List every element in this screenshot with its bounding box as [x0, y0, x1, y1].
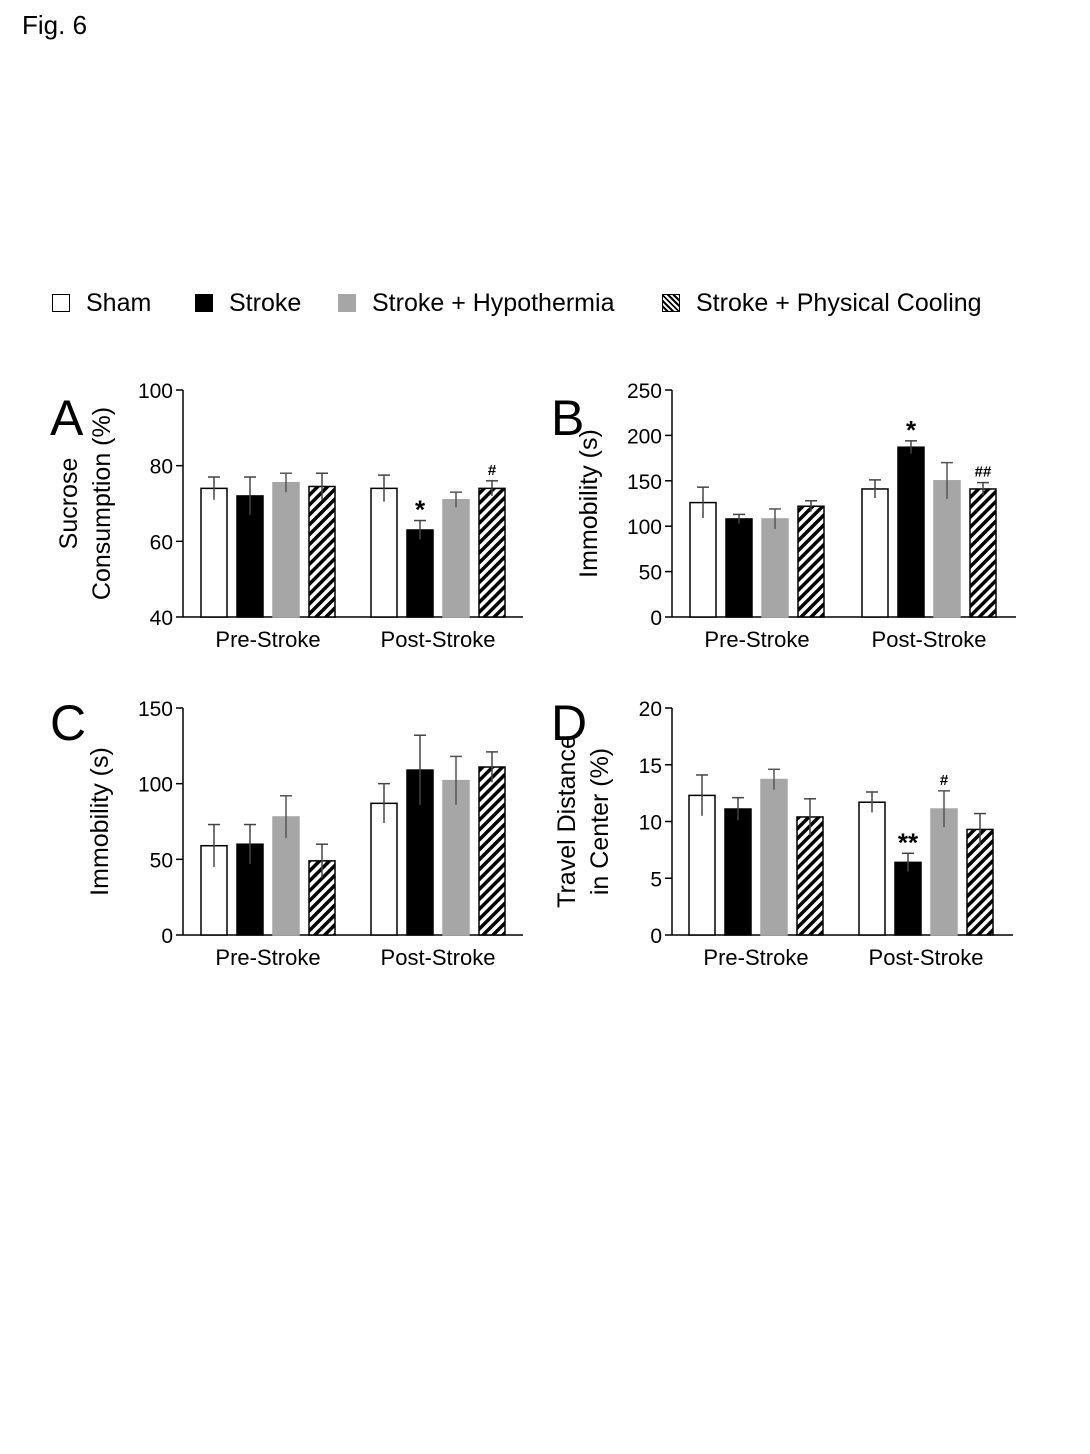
panel-a-y-axis-label: Consumption (%)	[88, 407, 116, 600]
legend-item-stroke: Stroke	[195, 283, 301, 323]
panel-b-bar-hypothermia	[761, 518, 789, 618]
panel-d-y-axis-label: Travel Distance	[553, 735, 581, 908]
panel-a-letter: A	[50, 390, 84, 446]
panel-d-y-axis-label: in Center (%)	[586, 748, 614, 895]
panel-b-bar-cooling	[969, 488, 997, 618]
panel-b-bar-sham	[861, 488, 889, 618]
legend: Sham Stroke Stroke + Hypothermia Stroke …	[52, 283, 1052, 323]
panel-c-letter: C	[50, 695, 86, 751]
panel-d-bar-sham	[858, 801, 886, 936]
panel-c-y-tick-label: 50	[150, 849, 173, 872]
panel-a-x-tick-label: Post-Stroke	[381, 627, 496, 652]
panel-c-bar-cooling	[478, 766, 506, 936]
legend-label-sham: Sham	[86, 288, 152, 317]
legend-item-sham: Sham	[52, 283, 151, 323]
legend-swatch-stroke	[195, 294, 213, 312]
panel-a-y-axis-label: Sucrose	[55, 458, 83, 550]
panel-b-y-tick-label: 0	[650, 607, 662, 630]
panel-a-bar-cooling	[308, 485, 336, 618]
panel-d-bar-sham	[688, 794, 716, 936]
panel-d-y-tick-label: 10	[639, 812, 662, 835]
panel-a-bar-sham	[370, 487, 398, 618]
panel-a-y-tick-label: 100	[138, 380, 173, 403]
legend-label-cooling: Stroke + Physical Cooling	[696, 288, 982, 317]
panel-d-bar-stroke	[724, 808, 752, 936]
legend-swatch-hypothermia	[338, 294, 356, 312]
panel-b-bar-cooling	[797, 505, 825, 618]
panel-b-significance-mark: *	[906, 415, 917, 445]
panel-d-bar-hypothermia	[760, 778, 788, 936]
legend-item-hypothermia: Stroke + Hypothermia	[338, 283, 614, 323]
panel-d-bar-cooling	[966, 828, 994, 936]
panel-b-y-axis-label: Immobility (s)	[575, 429, 603, 578]
panel-d-y-tick-label: 0	[650, 925, 662, 948]
panel-b-bar-sham	[689, 501, 717, 618]
panel-b-y-tick-label: 150	[627, 471, 662, 494]
panel-a-y-tick-label: 60	[150, 531, 173, 554]
panel-c-x-tick-label: Post-Stroke	[381, 945, 496, 970]
panel-b-significance-mark: ##	[975, 464, 992, 481]
panel-d-letter: D	[551, 695, 587, 751]
panel-a-y-tick-label: 40	[150, 607, 173, 630]
panel-a-significance-mark: *	[415, 495, 426, 525]
panel-d-bar-hypothermia	[930, 808, 958, 936]
legend-label-hypothermia: Stroke + Hypothermia	[372, 288, 615, 317]
panel-c-bar-sham	[370, 802, 398, 936]
panel-b-bar-hypothermia	[933, 480, 961, 618]
legend-item-cooling: Stroke + Physical Cooling	[662, 283, 982, 323]
panel-a-x-tick-label: Pre-Stroke	[215, 627, 320, 652]
panel-c-y-tick-label: 0	[161, 925, 173, 948]
panel-a-bar-cooling	[478, 487, 506, 618]
panel-b-bar-stroke	[897, 446, 925, 618]
panel-b-x-tick-label: Post-Stroke	[872, 627, 987, 652]
panel-d-x-tick-label: Post-Stroke	[869, 945, 984, 970]
panel-d-bar-cooling	[796, 816, 824, 936]
legend-swatch-sham	[52, 294, 70, 312]
panel-b-letter: B	[551, 390, 584, 446]
panel-d-y-tick-label: 20	[639, 698, 662, 721]
panel-c-x-tick-label: Pre-Stroke	[215, 945, 320, 970]
panel-a-bar-hypothermia	[442, 498, 470, 618]
panel-b-y-tick-label: 100	[627, 516, 662, 539]
legend-label-stroke: Stroke	[229, 288, 302, 317]
panel-b-x-tick-label: Pre-Stroke	[704, 627, 809, 652]
panel-a-bar-stroke	[406, 529, 434, 618]
panel-a-y-tick-label: 80	[150, 456, 173, 479]
panel-c-y-tick-label: 150	[138, 698, 173, 721]
panel-c-bar-hypothermia	[442, 779, 470, 936]
panel-b-bar-stroke	[725, 518, 753, 618]
panel-c-y-axis-label: Immobility (s)	[86, 747, 114, 896]
panel-d-y-tick-label: 15	[639, 755, 662, 778]
legend-swatch-cooling	[662, 294, 680, 312]
panel-b-y-tick-label: 250	[627, 380, 662, 403]
panel-d-y-tick-label: 5	[650, 868, 662, 891]
panel-d-significance-mark: **	[898, 827, 919, 857]
panel-d-bar-stroke	[894, 861, 922, 936]
panel-c-bar-stroke	[236, 843, 264, 936]
panel-b-y-tick-label: 50	[639, 562, 662, 585]
panel-d-x-tick-label: Pre-Stroke	[703, 945, 808, 970]
panel-b-y-tick-label: 200	[627, 425, 662, 448]
panel-c-y-tick-label: 100	[138, 774, 173, 797]
panel-d-significance-mark: #	[940, 772, 949, 789]
panel-a-significance-mark: #	[488, 462, 497, 479]
panel-a-bar-hypothermia	[272, 481, 300, 618]
panel-a-bar-sham	[200, 487, 228, 618]
figure-title: Fig. 6	[22, 10, 88, 40]
